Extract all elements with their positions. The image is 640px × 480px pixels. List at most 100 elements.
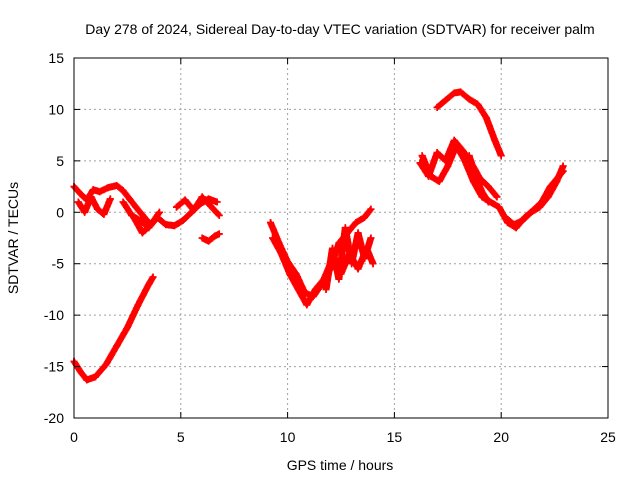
series-pass-10 bbox=[322, 224, 375, 293]
data-point bbox=[106, 195, 114, 203]
series-pass-7 bbox=[198, 230, 223, 245]
data-point bbox=[140, 213, 148, 221]
data-point bbox=[335, 275, 343, 283]
data-point bbox=[352, 219, 360, 227]
data-point bbox=[450, 136, 458, 144]
y-tick-label: 5 bbox=[56, 153, 64, 169]
data-point bbox=[510, 221, 518, 229]
data-point bbox=[493, 193, 501, 201]
data-point bbox=[89, 186, 97, 194]
axis-ticks: 0 5 10 15 20 25 -20 -15 -10 -5 0 5 10 15 bbox=[44, 50, 616, 445]
data-point bbox=[478, 188, 486, 196]
data-point bbox=[536, 203, 544, 211]
data-point bbox=[328, 244, 336, 252]
x-axis-label: GPS time / hours bbox=[287, 457, 394, 473]
data-point bbox=[211, 232, 219, 240]
data-point bbox=[155, 208, 163, 216]
data-point bbox=[119, 187, 127, 195]
data-point bbox=[100, 210, 108, 218]
data-point bbox=[491, 136, 499, 144]
data-point bbox=[190, 206, 198, 214]
data-point bbox=[149, 273, 157, 281]
marker-track bbox=[70, 273, 157, 384]
y-tick-label: -15 bbox=[44, 359, 64, 375]
data-point bbox=[113, 182, 121, 190]
data-point bbox=[482, 114, 490, 122]
data-point bbox=[76, 368, 84, 376]
data-point bbox=[465, 152, 473, 160]
data-point bbox=[442, 96, 450, 104]
data-point bbox=[367, 234, 375, 242]
data-point bbox=[457, 88, 465, 96]
data-point bbox=[322, 285, 330, 293]
data-point bbox=[527, 208, 535, 216]
data-point bbox=[433, 149, 441, 157]
data-point bbox=[76, 190, 84, 198]
data-point bbox=[450, 89, 458, 97]
data-point bbox=[435, 177, 443, 185]
data-point bbox=[91, 373, 99, 381]
marker-track bbox=[502, 162, 567, 229]
y-tick-label: -10 bbox=[44, 307, 64, 323]
x-tick-label: 10 bbox=[280, 429, 296, 445]
data-point bbox=[119, 198, 127, 206]
x-tick-label: 0 bbox=[70, 429, 78, 445]
x-tick-label: 20 bbox=[493, 429, 509, 445]
data-point bbox=[147, 221, 155, 229]
data-point bbox=[442, 157, 450, 165]
data-point bbox=[369, 260, 377, 268]
plot-frame bbox=[73, 57, 609, 419]
data-point bbox=[170, 222, 178, 230]
data-point bbox=[425, 172, 433, 180]
data-point bbox=[416, 159, 424, 167]
data-point bbox=[181, 196, 189, 204]
data-point bbox=[292, 270, 300, 278]
data-point bbox=[465, 95, 473, 103]
x-tick-label: 25 bbox=[600, 429, 616, 445]
data-point bbox=[354, 229, 362, 237]
data-marks bbox=[70, 88, 567, 384]
data-point bbox=[367, 205, 375, 213]
data-point bbox=[267, 219, 275, 227]
data-point bbox=[418, 152, 426, 160]
data-point bbox=[544, 193, 552, 201]
series-pass-5 bbox=[130, 208, 163, 237]
y-tick-label: 15 bbox=[48, 50, 64, 66]
data-point bbox=[360, 213, 368, 221]
data-point bbox=[495, 203, 503, 211]
data-point bbox=[311, 285, 319, 293]
data-point bbox=[213, 198, 221, 206]
data-point bbox=[102, 361, 110, 369]
data-point bbox=[215, 211, 223, 219]
series-pass-3 bbox=[74, 193, 114, 218]
data-point bbox=[113, 342, 121, 350]
y-axis-label: SDTVAR / TECUs bbox=[5, 182, 21, 294]
data-point bbox=[198, 234, 206, 242]
data-point bbox=[74, 198, 82, 206]
data-point bbox=[277, 249, 285, 257]
data-point bbox=[173, 203, 181, 211]
data-point bbox=[198, 193, 206, 201]
data-point bbox=[215, 230, 223, 238]
marker-track bbox=[173, 193, 223, 219]
data-point bbox=[484, 183, 492, 191]
data-point bbox=[145, 280, 153, 288]
data-point bbox=[348, 260, 356, 268]
data-point bbox=[83, 376, 91, 384]
data-point bbox=[433, 103, 441, 111]
series-pass-1 bbox=[70, 273, 157, 384]
series-pass-15 bbox=[501, 162, 567, 229]
data-point bbox=[360, 255, 368, 263]
data-point bbox=[286, 270, 294, 278]
data-point bbox=[484, 198, 492, 206]
series-pass-13 bbox=[465, 152, 492, 206]
data-point bbox=[294, 285, 302, 293]
data-point bbox=[179, 217, 187, 225]
data-point bbox=[104, 184, 112, 192]
data-point bbox=[123, 323, 131, 331]
data-point bbox=[354, 265, 362, 273]
data-point bbox=[207, 202, 215, 210]
data-point bbox=[341, 224, 349, 232]
data-point bbox=[130, 213, 138, 221]
